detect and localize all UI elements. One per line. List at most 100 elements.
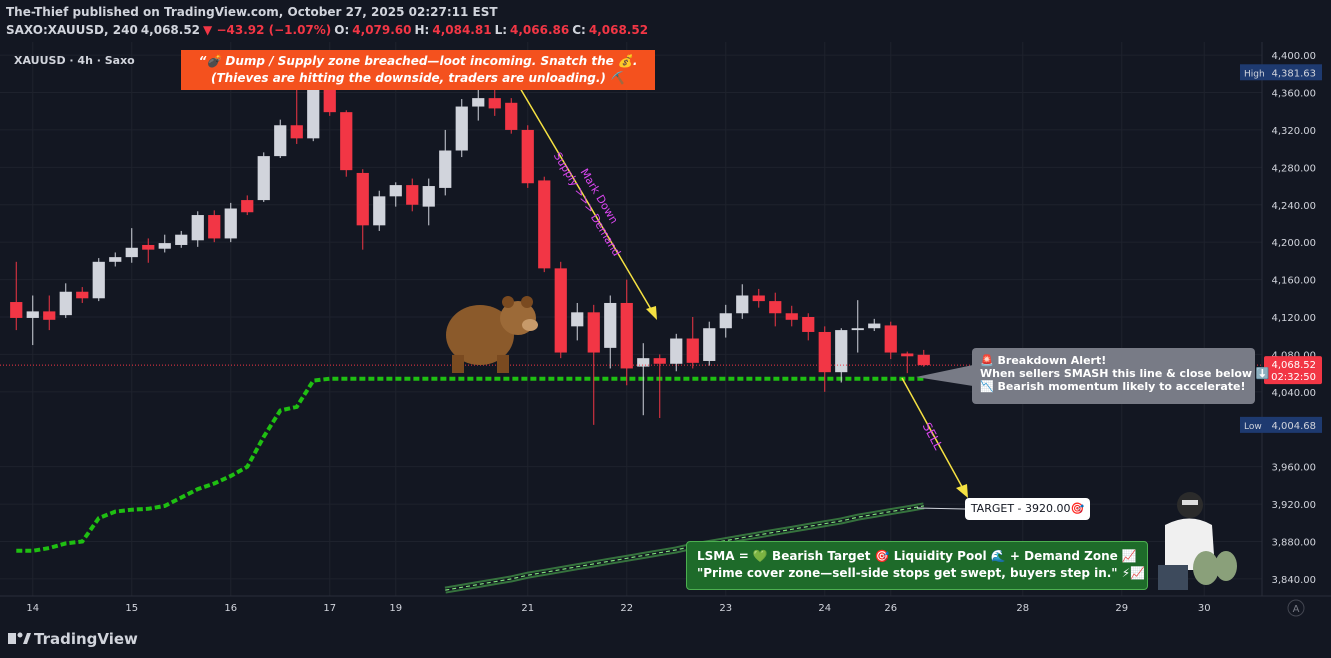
- candle-body: [851, 328, 864, 331]
- candle-body: [571, 312, 584, 327]
- y-tick-label: 4,200.00: [1271, 238, 1316, 249]
- candle-body: [719, 313, 732, 329]
- quote-line: SAXO:XAUUSD, 240 4,068.52 ▼ −43.92 (−1.07%…: [6, 21, 651, 39]
- candle-body: [76, 291, 89, 299]
- last-price: 4,068.52: [1271, 360, 1316, 371]
- low-tag-label: Low: [1244, 422, 1262, 432]
- candle-body: [340, 112, 353, 171]
- y-tick-label: 4,080.00: [1271, 350, 1316, 361]
- annotation-box: “💣 Dump / Supply zone breached—loot inco…: [181, 50, 655, 90]
- candle-body: [670, 338, 683, 364]
- candle-body: [356, 172, 369, 226]
- candle-body: [488, 98, 501, 109]
- candle-body: [274, 125, 287, 157]
- candle-body: [554, 268, 567, 353]
- plot: [0, 72, 1262, 594]
- lsma-line: "Prime cover zone—sell-side stops get sw…: [697, 566, 1146, 580]
- line: [16, 376, 924, 553]
- candle-body: [224, 208, 237, 239]
- y-tick-label: 4,040.00: [1271, 388, 1316, 399]
- x-tick-label: 24: [818, 603, 831, 614]
- quote-part: ▼ −43.92 (−1.07%): [203, 23, 332, 37]
- candle-body: [290, 125, 303, 139]
- quote-part: 4,079.60: [352, 23, 412, 37]
- thief-icon: [1158, 492, 1237, 590]
- y-tick-label: 4,400.00: [1271, 51, 1316, 62]
- brand: TradingView: [34, 630, 138, 648]
- candle-body: [769, 301, 782, 314]
- quote-part: 4,068.52: [588, 23, 649, 37]
- candle-body: [752, 295, 765, 302]
- lsma-line: LSMA = 💚 Bearish Target 🎯 Liquidity Pool…: [697, 549, 1137, 563]
- candle-body: [587, 312, 600, 353]
- candle-body: [472, 98, 485, 107]
- callout-line: When sellers SMASH this line & close bel…: [980, 367, 1270, 380]
- candle-body: [191, 215, 204, 241]
- high-tag-bg: [1240, 64, 1322, 81]
- quote-part: O:: [334, 23, 350, 37]
- lsma-box: LSMA = 💚 Bearish Target 🎯 Liquidity Pool…: [686, 541, 1148, 590]
- candle-body: [637, 358, 650, 367]
- y-tick-label: 4,320.00: [1271, 126, 1316, 137]
- y-tick-label: 4,120.00: [1271, 313, 1316, 324]
- x-tick-label: 26: [884, 603, 897, 614]
- candle-body: [901, 353, 914, 357]
- candle-body: [818, 331, 831, 373]
- auto-scale-label[interactable]: A: [1293, 604, 1300, 615]
- callout-pointer: [916, 365, 973, 386]
- candle-body: [620, 302, 633, 369]
- last-price-tag: [1264, 356, 1322, 385]
- low-tag-value: 4,004.68: [1271, 421, 1316, 432]
- y-tick-label: 3,880.00: [1271, 537, 1316, 548]
- candle-body: [59, 291, 72, 316]
- candle-body: [323, 88, 336, 113]
- x-tick-label: 19: [389, 603, 402, 614]
- logo-mark: [8, 632, 31, 644]
- candle-body: [785, 313, 798, 320]
- candle-body: [257, 156, 270, 201]
- candle-body: [802, 317, 815, 332]
- arrow-head: [646, 306, 657, 320]
- candle-body: [125, 247, 138, 258]
- candle-body: [505, 102, 518, 130]
- candle-body: [43, 311, 56, 320]
- candle-body: [538, 180, 551, 269]
- header: The-Thief published on TradingView.com, …: [6, 3, 651, 39]
- line: [445, 504, 925, 592]
- quote-part: 4,066.86: [510, 23, 570, 37]
- arrow: [519, 87, 656, 317]
- countdown: 02:32:50: [1271, 372, 1316, 383]
- y-tick-label: 4,160.00: [1271, 276, 1316, 287]
- y-tick-label: 3,920.00: [1271, 500, 1316, 511]
- callout-line: 🚨 Breakdown Alert!: [980, 354, 1107, 367]
- candle-body: [835, 330, 848, 373]
- candle-body: [406, 185, 419, 205]
- auto-scale-button[interactable]: [1287, 599, 1305, 617]
- candle-body: [307, 89, 320, 139]
- target-box: TARGET - 3920.00🎯: [965, 498, 1090, 520]
- publish-line: The-Thief published on TradingView.com, …: [6, 5, 498, 19]
- x-tick-label: 14: [26, 603, 39, 614]
- candle-body: [455, 106, 468, 151]
- y-tick-label: 4,280.00: [1271, 163, 1316, 174]
- y-tick-label: 3,960.00: [1271, 463, 1316, 474]
- candle-body: [175, 234, 188, 245]
- high-tag-label: High: [1244, 69, 1265, 79]
- quote-part: SAXO:XAUUSD, 240: [6, 23, 138, 37]
- candle-body: [10, 302, 23, 318]
- connector: [916, 507, 966, 510]
- bear-icon: [446, 296, 538, 373]
- candle-body: [142, 244, 155, 250]
- high-tag-value: 4,381.63: [1271, 68, 1316, 79]
- quote-part: 4,084.81: [432, 23, 492, 37]
- callout-line: 📉 Bearish momentum likely to accelerate!: [980, 380, 1246, 393]
- candle-body: [686, 338, 699, 363]
- arrow-head: [956, 484, 968, 498]
- chart-bg: [0, 42, 1331, 616]
- candle-body: [208, 215, 221, 239]
- candle-body: [26, 311, 39, 318]
- x-tick-label: 16: [224, 603, 237, 614]
- candle-body: [521, 129, 534, 184]
